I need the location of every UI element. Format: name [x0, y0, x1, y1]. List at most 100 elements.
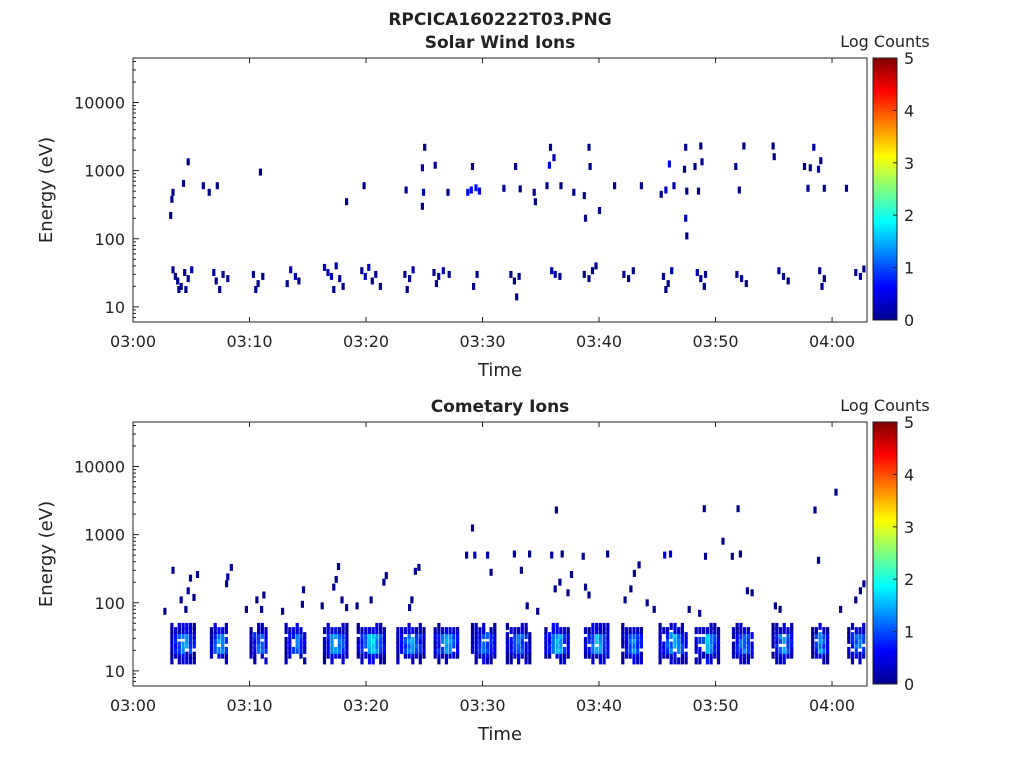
heatmap-cell [598, 622, 602, 630]
heatmap-cell [628, 641, 632, 649]
heatmap-cell [636, 657, 640, 665]
heatmap-cell [478, 632, 482, 640]
heatmap-cell [520, 636, 524, 644]
heatmap-cell [485, 646, 489, 654]
heatmap-cell [826, 632, 830, 640]
heatmap-cell [736, 505, 740, 513]
heatmap-cell [709, 657, 713, 665]
heatmap-cell [743, 632, 747, 640]
heatmap-cell [170, 627, 174, 635]
heatmap-cell [249, 636, 253, 644]
heatmap-cell [716, 657, 721, 665]
x-tick-label: 03:40 [576, 332, 622, 351]
heatmap-cell [819, 157, 823, 165]
colorbar-tick-label: 4 [904, 101, 914, 120]
heatmap-cell [782, 636, 786, 644]
heatmap-cell [326, 651, 330, 659]
heatmap-cell [382, 646, 386, 654]
heatmap-cell [551, 636, 555, 644]
heatmap-cell [558, 578, 562, 586]
heatmap-cell [433, 161, 437, 169]
heatmap-cell [559, 651, 563, 659]
heatmap-cell [326, 269, 330, 276]
heatmap-cell [185, 622, 189, 630]
heatmap-cell [591, 646, 595, 654]
heatmap-cell [786, 646, 790, 654]
heatmap-cell [444, 632, 448, 640]
heatmap-cell [513, 627, 517, 635]
heatmap-cell [486, 551, 490, 559]
heatmap-cell [602, 657, 606, 665]
heatmap-cell [587, 143, 591, 151]
heatmap-cell [303, 646, 307, 654]
heatmap-cell [379, 622, 383, 630]
heatmap-cell [257, 632, 261, 640]
heatmap-cell [255, 596, 259, 604]
heatmap-cell [411, 646, 415, 654]
heatmap-cell [217, 627, 221, 635]
heatmap-cell [375, 646, 379, 654]
heatmap-cell [407, 632, 411, 640]
heatmap-cell [493, 651, 497, 659]
heatmap-cell [295, 622, 299, 630]
heatmap-cell [533, 198, 537, 206]
heatmap-cell [613, 182, 617, 190]
heatmap-cell [171, 266, 175, 274]
heatmap-cell [518, 185, 522, 193]
heatmap-cell [781, 272, 786, 280]
heatmap-cell [291, 646, 296, 654]
heatmap-cell [433, 627, 437, 635]
colorbar-tick-label: 3 [904, 518, 914, 537]
colorbar-tick-label: 4 [904, 465, 914, 484]
heatmap-cell [854, 269, 858, 276]
heatmap-cell [171, 188, 175, 196]
heatmap-cell [858, 651, 862, 659]
heatmap-cell [257, 641, 261, 649]
heatmap-cell [470, 524, 475, 532]
y-axis-label: Energy (eV) [36, 501, 57, 607]
heatmap-cell [249, 651, 253, 659]
heatmap-cell [414, 636, 419, 644]
heatmap-cell [677, 627, 681, 635]
heatmap-cell [624, 641, 629, 649]
heatmap-cell [862, 636, 866, 644]
heatmap-cell [782, 651, 786, 659]
heatmap-cell [326, 622, 330, 630]
heatmap-cell [699, 275, 703, 283]
heatmap-cell [475, 270, 479, 278]
heatmap-cell [628, 636, 632, 644]
heatmap-cell [433, 651, 437, 659]
colorbar-ticks: 0 1 2 3 4 5 [893, 49, 914, 330]
heatmap-cell [772, 153, 776, 161]
heatmap-cell [345, 604, 349, 612]
heatmap-cell [448, 632, 452, 640]
heatmap-cell [636, 641, 640, 649]
heatmap-cell [330, 657, 334, 665]
heatmap-cell [291, 632, 296, 640]
heatmap-cell [379, 651, 383, 659]
heatmap-cell [432, 269, 436, 276]
heatmap-cell [448, 627, 452, 635]
heatmap-cell [332, 286, 336, 293]
heatmap-cell [332, 583, 336, 591]
heatmap-cell [606, 651, 610, 659]
heatmap-cell [624, 627, 629, 635]
heatmap-cell [345, 198, 349, 206]
heatmap-cell [652, 605, 656, 613]
heatmap-cell [786, 636, 790, 644]
heatmap-cell [185, 636, 189, 644]
heatmap-cell [382, 657, 386, 665]
heatmap-cell [407, 641, 411, 649]
heatmap-cell [188, 632, 193, 640]
heatmap-cell [536, 607, 540, 615]
heatmap-cell [403, 651, 407, 659]
heatmap-cell [482, 632, 486, 640]
heatmap-cell [694, 636, 698, 644]
heatmap-cell [554, 506, 558, 514]
heatmap-cell [188, 627, 193, 635]
heatmap-cell [847, 636, 851, 644]
heatmap-cell [260, 605, 264, 613]
heatmap-cell [257, 622, 261, 630]
heatmap-cell [375, 627, 379, 635]
heatmap-cell [628, 651, 632, 659]
